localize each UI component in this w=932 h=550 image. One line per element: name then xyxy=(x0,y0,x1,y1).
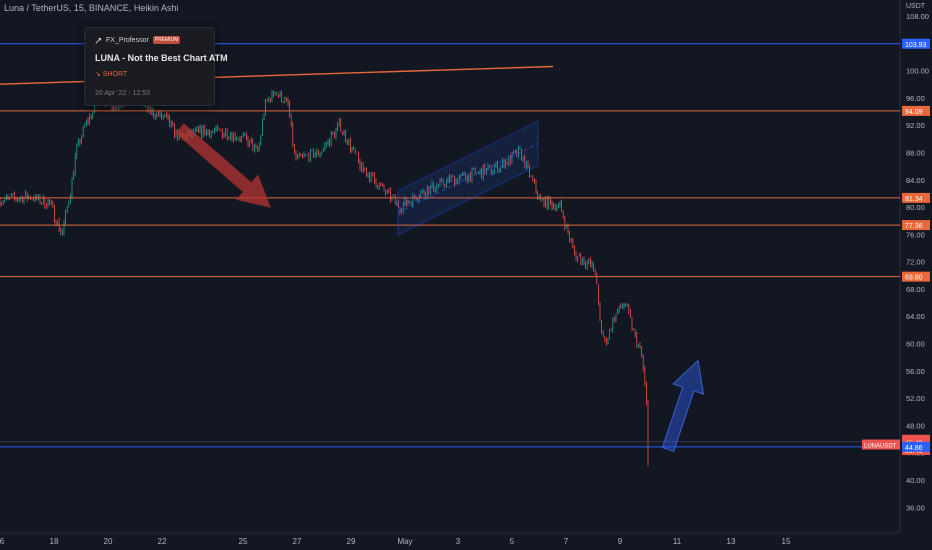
price-tick-label: 92.00 xyxy=(906,121,925,130)
date-tick-label: 18 xyxy=(50,537,59,546)
date-tick-label: 6 xyxy=(0,537,5,546)
price-label: 94.09 xyxy=(905,109,923,116)
chart-header: Luna / TetherUS, 15, BINANCE, Heikin Ash… xyxy=(4,3,179,13)
price-label-box xyxy=(902,105,930,116)
price-label: 77.36 xyxy=(905,223,923,230)
date-tick-label: 3 xyxy=(456,537,461,546)
price-label: 103.93 xyxy=(905,42,927,49)
date-tick-label: 25 xyxy=(239,537,248,546)
idea-author-row: FX_Professor PREMIUM xyxy=(95,36,181,44)
premium-badge: PREMIUM xyxy=(152,36,181,44)
idea-direction: ↘ SHORT xyxy=(95,71,128,78)
price-label: 44.86 xyxy=(905,445,923,452)
price-tick-label: 88.00 xyxy=(906,148,925,157)
price-tick-label: 72.00 xyxy=(906,258,925,267)
channel-midline xyxy=(397,143,539,213)
date-tick-label: 29 xyxy=(347,537,356,546)
price-label-box xyxy=(902,220,930,231)
date-tick-label: 20 xyxy=(104,537,113,546)
price-label-box xyxy=(902,192,930,203)
blue-arrow[interactable] xyxy=(661,359,705,452)
idea-title[interactable]: LUNA - Not the Best Chart ATM xyxy=(95,53,228,63)
date-tick-label: 13 xyxy=(727,537,736,546)
price-tick-label: 52.00 xyxy=(906,394,925,403)
price-label: 69.80 xyxy=(905,275,923,282)
price-tick-label: 40.00 xyxy=(906,476,925,485)
price-tick-label: 100.00 xyxy=(906,67,929,76)
idea-card[interactable]: FX_Professor PREMIUM LUNA - Not the Best… xyxy=(84,27,228,106)
red-arrow[interactable] xyxy=(175,123,271,208)
price-label-box xyxy=(902,38,930,49)
date-tick-label: 9 xyxy=(618,537,623,546)
price-label-box xyxy=(902,441,930,452)
symbol-label-box xyxy=(862,439,900,450)
idea-author[interactable]: FX_Professor xyxy=(106,36,149,44)
date-tick-label: 7 xyxy=(564,537,569,546)
price-label-box xyxy=(902,271,930,282)
date-tick-label: 11 xyxy=(673,537,682,546)
date-tick-label: 15 xyxy=(782,537,791,546)
price-tick-label: 60.00 xyxy=(906,340,925,349)
date-tick-label: 22 xyxy=(158,537,167,546)
price-tick-label: 56.00 xyxy=(906,367,925,376)
date-tick-label: 5 xyxy=(510,537,515,546)
price-label: 81.34 xyxy=(905,196,923,203)
price-tick-label: 36.00 xyxy=(906,503,925,512)
price-tick-label: 68.00 xyxy=(906,285,925,294)
date-tick-label: 27 xyxy=(293,537,302,546)
price-tick-label: 84.00 xyxy=(906,176,925,185)
symbol-label: LUNAUSDT xyxy=(864,444,897,450)
price-tick-label: 80.00 xyxy=(906,203,925,212)
idea-date: 20 Apr '22 - 12:53 xyxy=(95,90,151,97)
price-tick-label: 96.00 xyxy=(906,94,925,103)
price-tick-label: 64.00 xyxy=(906,312,925,321)
date-tick-label: May xyxy=(397,537,412,546)
currency-label: USDT xyxy=(906,3,926,10)
price-tick-label: 76.00 xyxy=(906,230,925,239)
price-tick-label: 48.00 xyxy=(906,421,925,430)
feather-icon xyxy=(95,37,102,44)
price-tick-label: 108.00 xyxy=(906,12,929,21)
